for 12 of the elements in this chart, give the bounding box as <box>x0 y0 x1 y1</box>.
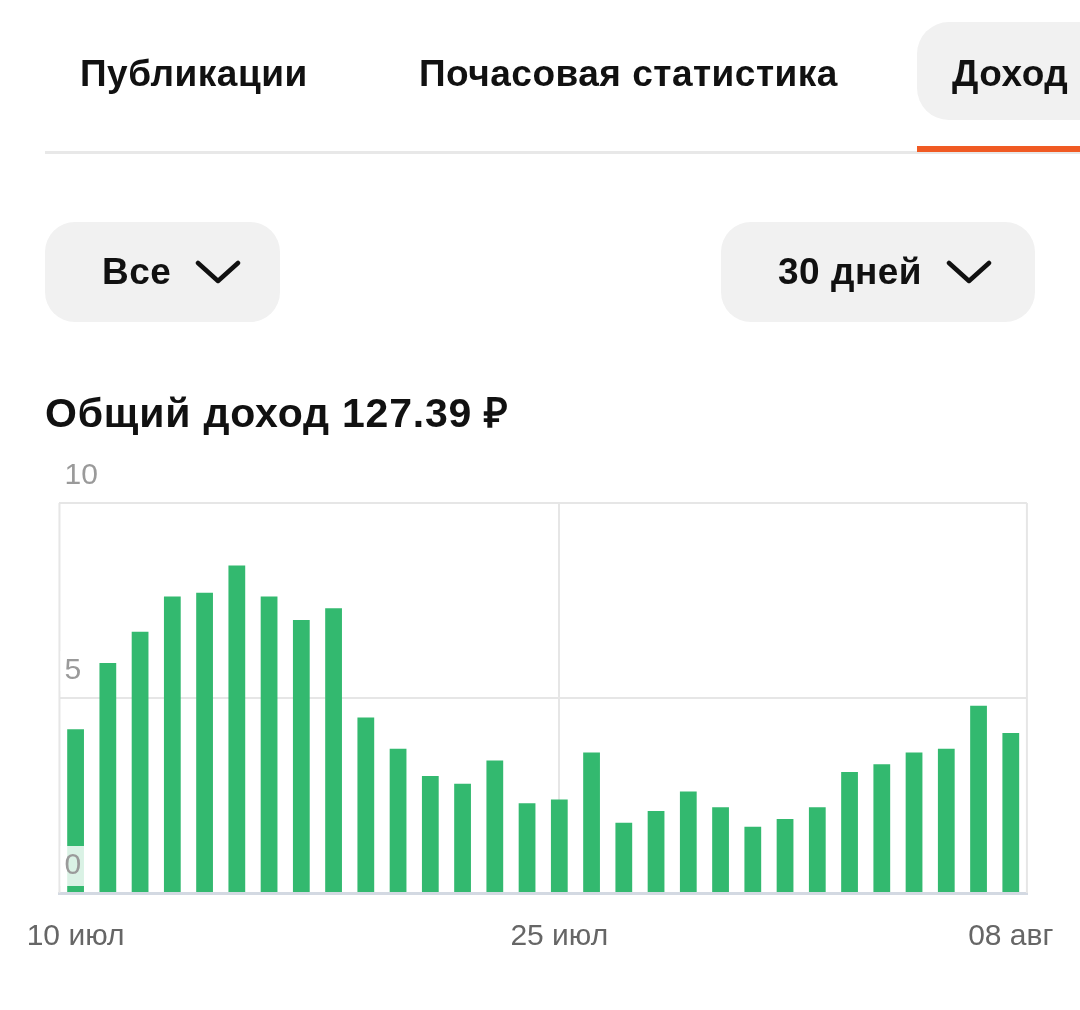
dropdown-button: 30 дней <box>721 222 1035 322</box>
text: Почасовая статистика <box>419 52 838 96</box>
y-tick-label: 5 <box>64 652 82 686</box>
text: Доход <box>952 52 1069 96</box>
text: Публикации <box>80 52 308 96</box>
x-tick-label: 10 июл <box>26 918 125 952</box>
x-tick-label: 08 авг <box>968 918 1054 952</box>
dropdown-button: Все <box>45 222 280 322</box>
x-tick-label: 25 июл <box>510 918 609 952</box>
y-tick-label: 10 <box>64 457 98 491</box>
chart-title: Общий доход 127.39 ₽ <box>45 389 510 437</box>
y-tick-label: 0 <box>64 847 82 881</box>
